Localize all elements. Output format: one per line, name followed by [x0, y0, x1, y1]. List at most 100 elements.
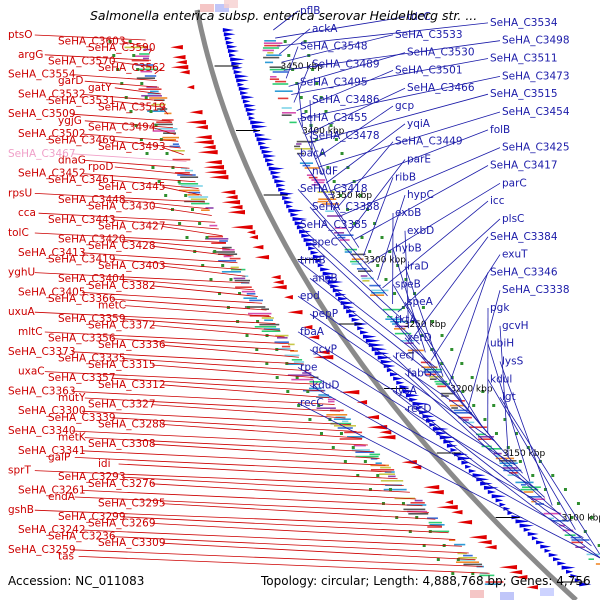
gene-label-right[interactable]: tdcC	[407, 11, 431, 23]
gene-label-left[interactable]: SeHA_C3366	[48, 293, 116, 305]
gene-label-right[interactable]: speA	[407, 296, 434, 308]
gene-label-right[interactable]: SeHA_C3466	[407, 82, 475, 94]
gene-label-right[interactable]: SeHA_C3495	[300, 76, 368, 88]
gene-label-right[interactable]: SeHA_C3511	[490, 53, 558, 65]
gene-label-left[interactable]: SeHA_C3554	[8, 69, 76, 81]
gene-label-left[interactable]: SeHA_C3519	[98, 102, 166, 114]
gene-label-left[interactable]: SeHA_C3467	[8, 148, 76, 160]
gene-label-left[interactable]: SeHA_C3308	[88, 438, 156, 450]
gene-label-left[interactable]: SeHA_C3341	[18, 445, 86, 457]
gene-label-left[interactable]: ptsO	[8, 29, 33, 41]
gene-label-right[interactable]: pgk	[490, 302, 510, 314]
gene-label-right[interactable]: SeHA_C3548	[300, 41, 368, 53]
gene-label-right[interactable]: recC	[300, 397, 324, 409]
gene-label-left[interactable]: SeHA_C3336	[98, 339, 166, 351]
gene-label-left[interactable]: SeHA_C3532	[18, 88, 86, 100]
gene-label-left[interactable]: SeHA_C3448	[58, 194, 126, 206]
gene-label-left[interactable]: SeHA_C3562	[98, 62, 166, 74]
gene-label-left[interactable]: gatY	[88, 82, 112, 94]
gene-label-left[interactable]: SeHA_C3363	[8, 385, 76, 397]
gene-label-right[interactable]: trmB	[300, 255, 326, 267]
gene-label-right[interactable]: SeHA_C3533	[395, 29, 463, 41]
gene-label-left[interactable]: SeHA_C3443	[48, 214, 116, 226]
gene-label-left[interactable]: SeHA_C3339	[48, 412, 116, 424]
gene-label-left[interactable]: SeHA_C3299	[58, 511, 126, 523]
gene-label-right[interactable]: SeHA_C3486	[312, 94, 380, 106]
gene-label-left[interactable]: SeHA_C3469	[48, 135, 116, 147]
gene-label-left[interactable]: SeHA_C3269	[88, 517, 156, 529]
gene-label-right[interactable]: gcvP	[312, 344, 337, 356]
gene-label-right[interactable]: ribB	[395, 171, 416, 183]
gene-label-left[interactable]: SeHA_C3276	[88, 478, 156, 490]
gene-label-right[interactable]: parE	[407, 154, 431, 166]
gene-label-right[interactable]: bacA	[300, 148, 327, 160]
gene-label-right[interactable]: gcvH	[502, 320, 529, 332]
gene-label-left[interactable]: SeHA_C3405	[18, 286, 86, 298]
gene-label-right[interactable]: parC	[502, 177, 527, 189]
gene-label-right[interactable]: speC	[312, 237, 338, 249]
gene-label-left[interactable]: SeHA_C3452	[18, 168, 86, 180]
gene-label-left[interactable]: SeHA_C3590	[88, 42, 156, 54]
gene-label-right[interactable]: SeHA_C3515	[490, 88, 558, 100]
gene-label-right[interactable]: SeHA_C3498	[502, 35, 570, 47]
gene-label-right[interactable]: fbaA	[300, 326, 325, 338]
gene-label-right[interactable]: speB	[395, 278, 421, 290]
gene-label-left[interactable]: rpsU	[8, 187, 32, 199]
gene-label-right[interactable]: SeHA_C3473	[502, 70, 570, 82]
gene-label-right[interactable]: lysA	[395, 385, 418, 397]
gene-label-right[interactable]: SeHA_C3385	[300, 219, 368, 231]
gene-label-left[interactable]: rpoD	[88, 161, 114, 173]
gene-label-left[interactable]: tas	[58, 550, 74, 562]
gene-label-left[interactable]: SeHA_C3382	[88, 280, 156, 292]
gene-label-left[interactable]: SeHA_C3288	[98, 418, 166, 430]
gene-label-left[interactable]: SeHA_C3427	[98, 220, 166, 232]
gene-label-left[interactable]: SeHA_C3493	[98, 141, 166, 153]
gene-label-right[interactable]: hybB	[395, 243, 422, 255]
gene-label-left[interactable]: SeHA_C3419	[48, 253, 116, 265]
gene-label-left[interactable]: SeHA_C3430	[88, 201, 156, 213]
gene-label-left[interactable]: SeHA_C3242	[18, 524, 86, 536]
gene-label-right[interactable]: exbD	[407, 225, 434, 237]
gene-label-right[interactable]: SeHA_C3449	[395, 136, 463, 148]
gene-label-left[interactable]: yghU	[8, 267, 35, 279]
gene-label-right[interactable]: SeHA_C3478	[312, 130, 380, 142]
gene-label-right[interactable]: SeHA_C3384	[490, 231, 558, 243]
gene-label-left[interactable]: SeHA_C3335	[58, 352, 126, 364]
gene-label-left[interactable]: SeHA_C3570	[48, 55, 116, 67]
gene-label-right[interactable]: pflB	[300, 5, 320, 17]
gene-label-right[interactable]: folB	[490, 124, 510, 136]
gene-label-left[interactable]: tolC	[8, 227, 29, 239]
gene-label-right[interactable]: iraD	[407, 260, 429, 272]
gene-label-left[interactable]: SeHA_C3420	[58, 234, 126, 246]
gene-label-left[interactable]: endA	[48, 491, 76, 503]
gene-label-right[interactable]: nudF	[312, 165, 338, 177]
gene-label-left[interactable]: SeHA_C3309	[98, 537, 166, 549]
gene-label-left[interactable]: SeHA_C3428	[88, 240, 156, 252]
gene-label-right[interactable]: kduD	[312, 379, 340, 391]
gene-label-right[interactable]: epd	[300, 290, 320, 302]
gene-label-right[interactable]: SeHA_C3454	[502, 106, 570, 118]
gene-label-right[interactable]: exbB	[395, 207, 421, 219]
gene-label-left[interactable]: SeHA_C3327	[88, 399, 156, 411]
gene-label-right[interactable]: lysS	[502, 356, 524, 368]
gene-label-left[interactable]: SeHA_C3315	[88, 359, 156, 371]
gene-label-left[interactable]: metK	[58, 432, 87, 444]
gene-label-right[interactable]: icc	[490, 195, 505, 207]
gene-label-left[interactable]: galP	[48, 451, 70, 463]
gene-label-left[interactable]: SeHA_C3357	[48, 372, 116, 384]
gene-label-left[interactable]: mltC	[18, 326, 43, 338]
gene-label-left[interactable]: SeHA_C3295	[98, 498, 166, 510]
gene-label-left[interactable]: SeHA_C3494	[88, 121, 156, 133]
gene-label-left[interactable]: SeHA_C3359	[58, 313, 126, 325]
gene-label-left[interactable]: SeHA_C3603	[58, 36, 126, 48]
gene-label-left[interactable]: SeHA_C3502	[18, 128, 86, 140]
gene-label-left[interactable]: SeHA_C3356	[48, 333, 116, 345]
gene-label-right[interactable]: SeHA_C3501	[395, 64, 463, 76]
gene-label-right[interactable]: ackA	[312, 23, 338, 35]
gene-label-left[interactable]: gshB	[8, 504, 34, 516]
gene-label-left[interactable]: SeHA_C3403	[98, 260, 166, 272]
gene-label-left[interactable]: SeHA_C3461	[48, 174, 116, 186]
gene-label-left[interactable]: SeHA_C3236	[48, 531, 116, 543]
gene-label-left[interactable]: SeHA_C3259	[8, 544, 76, 556]
